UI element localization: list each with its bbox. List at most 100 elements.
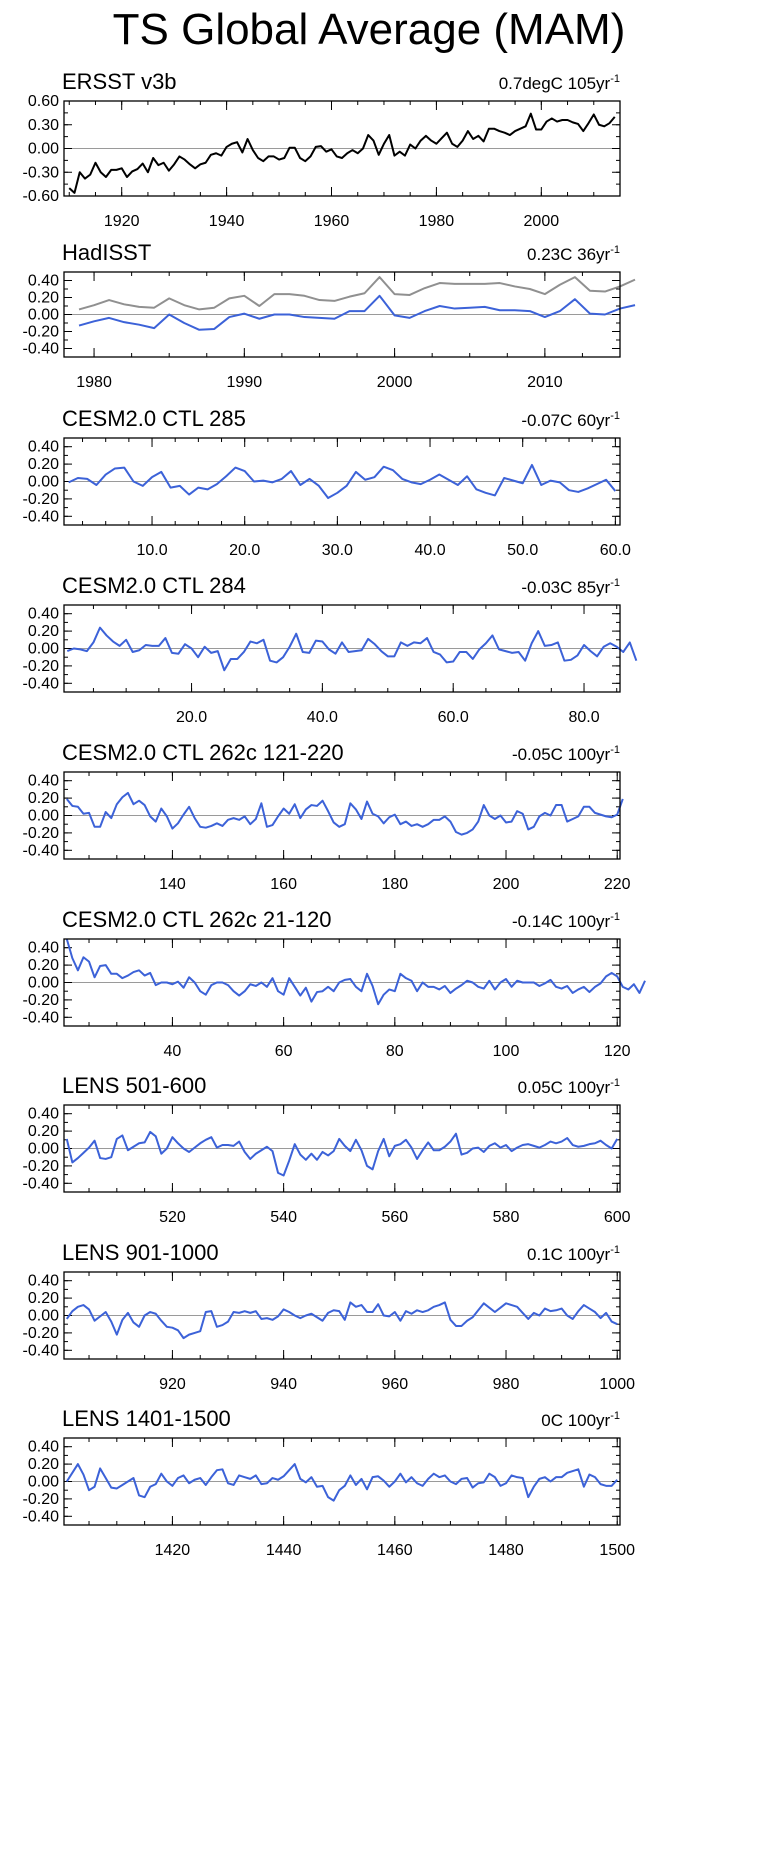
x-tick-label: 580	[493, 1209, 520, 1226]
x-tick-label: 560	[381, 1209, 408, 1226]
y-tick-label: 0.20	[28, 957, 59, 974]
series-line-1	[66, 626, 638, 672]
panel-title: LENS 901-1000	[62, 1240, 219, 1265]
x-tick-label: 20.0	[176, 709, 207, 726]
x-tick-label: 10.0	[136, 542, 167, 559]
x-tick-label: 1460	[377, 1542, 413, 1559]
x-tick-label: 40.0	[414, 542, 445, 559]
x-tick-label: 1960	[314, 213, 350, 230]
series-line-2	[78, 294, 636, 331]
panel-title: CESM2.0 CTL 262c 121-220	[62, 740, 344, 765]
y-tick-label: 0.40	[28, 940, 59, 957]
x-tick-label: 2000	[524, 213, 560, 230]
annotation-text: 0.7degC 105yr	[499, 74, 611, 93]
panels-group: ERSST v3b 0.7degC 105yr-1-0.60-0.300.000.…	[23, 69, 646, 1559]
series-line-1	[68, 463, 617, 500]
panel-5: CESM2.0 CTL 262c 121-220 -0.05C 100yr-1 -0…	[23, 740, 631, 893]
annotation-superscript: -1	[610, 73, 620, 85]
panel-title: ERSST v3b	[62, 69, 177, 94]
annotation-text: -0.03C 85yr	[521, 578, 610, 597]
x-tick-label: 120	[604, 1043, 631, 1060]
x-tick-label: 1920	[104, 213, 140, 230]
plot-frame	[63, 437, 621, 526]
annotation-superscript: -1	[610, 1244, 620, 1256]
plot-frame	[63, 1104, 621, 1193]
panel-annotation: -0.14C 100yr-1	[512, 911, 620, 931]
x-tick-label: 920	[159, 1376, 186, 1393]
plot-frame	[63, 271, 621, 358]
y-tick-label: 0.40	[28, 773, 59, 790]
x-tick-label: 160	[270, 876, 297, 893]
x-tick-label: 1480	[488, 1542, 524, 1559]
y-tick-label: 0.60	[28, 93, 59, 110]
panel-title: LENS 1401-1500	[62, 1406, 231, 1431]
panel-4: CESM2.0 CTL 284 -0.03C 85yr-1-0.40-0.200.…	[23, 573, 638, 726]
panel-9: LENS 1401-1500 0C 100yr-1-0.40-0.200.000.…	[23, 1406, 636, 1559]
annotation-superscript: -1	[610, 1077, 620, 1089]
panel-annotation: 0.23C 36yr-1	[527, 244, 620, 264]
panel-title: CESM2.0 CTL 284	[62, 573, 246, 598]
plot-frame	[63, 1437, 621, 1526]
annotation-superscript: -1	[610, 1410, 620, 1422]
series-line-1	[65, 791, 624, 836]
plot-frame	[63, 604, 621, 693]
plot-frame	[63, 938, 621, 1027]
y-tick-label: -0.20	[23, 1158, 60, 1175]
x-tick-label: 1440	[266, 1542, 302, 1559]
y-tick-label: 0.00	[28, 1308, 59, 1325]
panel-annotation: -0.05C 100yr-1	[512, 744, 620, 764]
y-tick-label: 0.00	[28, 1474, 59, 1491]
plot-frame	[63, 100, 621, 197]
x-tick-label: 60.0	[438, 709, 469, 726]
y-tick-label: -0.60	[23, 188, 60, 205]
x-tick-label: 1990	[227, 374, 263, 391]
x-tick-label: 200	[493, 876, 520, 893]
y-tick-label: 0.20	[28, 1290, 59, 1307]
x-tick-label: 60.0	[600, 542, 631, 559]
x-tick-label: 40.0	[307, 709, 338, 726]
y-tick-label: 0.30	[28, 117, 59, 134]
annotation-superscript: -1	[610, 244, 620, 256]
panel-title: CESM2.0 CTL 285	[62, 406, 246, 431]
y-tick-label: -0.40	[23, 1009, 60, 1026]
x-tick-label: 1420	[155, 1542, 191, 1559]
y-tick-label: -0.20	[23, 825, 60, 842]
y-tick-label: -0.30	[23, 164, 60, 181]
x-tick-label: 60	[275, 1043, 293, 1060]
x-tick-label: 50.0	[507, 542, 538, 559]
x-tick-label: 80	[386, 1043, 404, 1060]
x-tick-label: 140	[159, 876, 186, 893]
series-line-1	[65, 1463, 618, 1502]
y-tick-label: 0.00	[28, 641, 59, 658]
panel-title: LENS 501-600	[62, 1073, 206, 1098]
y-tick-label: 0.00	[28, 808, 59, 825]
y-tick-label: 0.00	[28, 975, 59, 992]
x-tick-label: 2000	[377, 374, 413, 391]
annotation-text: 0.1C 100yr	[527, 1245, 610, 1264]
y-tick-label: -0.40	[23, 842, 60, 859]
x-tick-label: 540	[270, 1209, 297, 1226]
y-tick-label: -0.20	[23, 491, 60, 508]
y-tick-label: 0.40	[28, 1439, 59, 1456]
y-tick-label: -0.20	[23, 1325, 60, 1342]
y-tick-label: 0.20	[28, 623, 59, 640]
y-tick-label: -0.40	[23, 1342, 60, 1359]
panel-1: ERSST v3b 0.7degC 105yr-1 -0.60 -0.30 0.00 0.…	[23, 69, 621, 230]
panel-3: CESM2.0 CTL 285 -0.07C 60yr-1-0.40-0.200.…	[23, 406, 632, 559]
y-tick-label: -0.20	[23, 324, 60, 341]
annotation-superscript: -1	[610, 577, 620, 589]
panel-annotation: 0.1C 100yr-1	[527, 1244, 620, 1264]
x-tick-label: 520	[159, 1209, 186, 1226]
panel-annotation: 0.05C 100yr-1	[518, 1077, 620, 1097]
panel-title: CESM2.0 CTL 262c 21-120	[62, 907, 331, 932]
panel-6: CESM2.0 CTL 262c 21-120 -0.14C 100yr-1 -0.…	[23, 907, 646, 1060]
annotation-superscript: -1	[610, 410, 620, 422]
x-tick-label: 940	[270, 1376, 297, 1393]
plot-frame	[63, 1271, 621, 1360]
y-tick-label: -0.40	[23, 675, 60, 692]
y-tick-label: 0.00	[28, 1141, 59, 1158]
y-tick-label: 0.00	[28, 141, 59, 158]
x-tick-label: 1980	[419, 213, 455, 230]
annotation-text: -0.07C 60yr	[521, 411, 610, 430]
x-tick-label: 20.0	[229, 542, 260, 559]
